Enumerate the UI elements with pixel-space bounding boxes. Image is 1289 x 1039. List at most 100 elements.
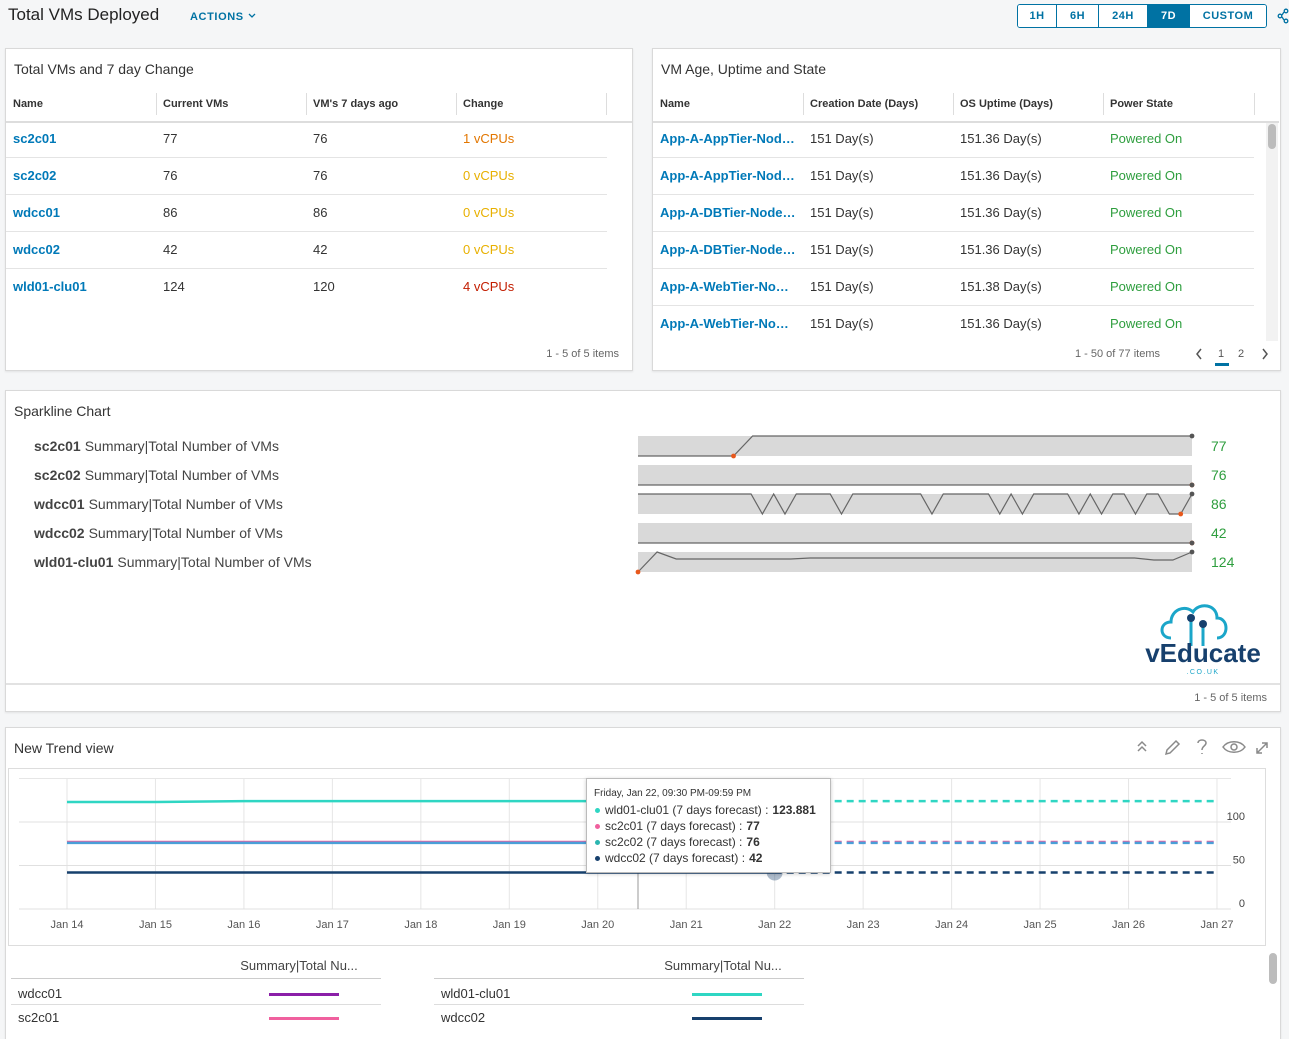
pagination-info: 1 - 5 of 5 items [1194, 692, 1267, 704]
row-border [653, 305, 1254, 306]
column-header: Creation Date (Days) [810, 98, 919, 110]
view-icon[interactable] [1222, 741, 1246, 753]
tooltip-dot [595, 808, 600, 814]
vm-link[interactable]: App-A-AppTier-Nod… [660, 131, 795, 146]
sparkline-value: 76 [1211, 467, 1227, 483]
row-border [653, 157, 1254, 158]
power-state: Powered On [1110, 279, 1183, 294]
row-border [653, 194, 1254, 195]
vm-link[interactable]: App-A-DBTier-Node… [660, 242, 796, 257]
sparkline-label: wdcc02 Summary|Total Number of VMs [34, 525, 283, 541]
y-tick-label: 0 [1239, 898, 1245, 910]
view-icon[interactable] [1230, 743, 1238, 751]
logo-cloud [1160, 604, 1228, 646]
tooltip-item: wdcc02 (7 days forecast) :42 [595, 850, 762, 866]
change: 0 vCPUs [463, 242, 515, 257]
x-tick-label: Jan 27 [1200, 919, 1233, 931]
column-header: Change [463, 98, 504, 110]
column-separator [1254, 93, 1255, 115]
change: 4 vCPUs [463, 279, 515, 294]
cluster-link[interactable]: sc2c01 [13, 131, 57, 146]
vm-link[interactable]: App-A-WebTier-No… [660, 316, 789, 331]
time-range-button[interactable]: 24H [1098, 5, 1147, 27]
page-number[interactable]: 2 [1238, 348, 1245, 360]
resource-name: wdcc02 [34, 525, 85, 541]
row-border [6, 268, 607, 269]
time-range-button[interactable]: 6H [1056, 5, 1098, 27]
sparkline-last-point [1189, 491, 1195, 497]
collapse-icon[interactable] [1137, 745, 1147, 752]
current-vms: 77 [163, 131, 178, 146]
sparkline-last-point [1189, 433, 1195, 439]
cluster-link[interactable]: sc2c02 [13, 168, 57, 183]
x-tick-label: Jan 20 [581, 919, 614, 931]
vm-link[interactable]: App-A-DBTier-Node… [660, 205, 796, 220]
cluster-link[interactable]: wdcc02 [13, 242, 60, 257]
column-header: Name [660, 98, 690, 110]
vm-link[interactable]: App-A-WebTier-No… [660, 279, 789, 294]
next-page [1262, 348, 1268, 360]
page-number[interactable]: 1 [1218, 348, 1225, 360]
logo: vEducate.CO.UK [1145, 604, 1261, 676]
x-tick-label: Jan 15 [139, 919, 172, 931]
panel-title: New Trend view [14, 740, 114, 756]
edit-icon[interactable] [1164, 739, 1181, 756]
column-header: Name [13, 98, 43, 110]
row-border [653, 231, 1254, 232]
power-state: Powered On [1110, 168, 1183, 183]
vm-link[interactable]: App-A-AppTier-Nod… [660, 168, 795, 183]
logo-name: vEducate [1145, 638, 1261, 668]
row-border [6, 157, 607, 158]
tooltip: Friday, Jan 22, 09:30 PM-09:59 PM wld01-c… [586, 778, 831, 873]
column-separator [456, 93, 457, 115]
tooltip-dot [595, 840, 600, 846]
actions-menu[interactable]: ACTIONS [190, 11, 244, 23]
sparkline-value: 86 [1211, 496, 1227, 512]
x-tick-label: Jan 26 [1112, 919, 1145, 931]
change: 1 vCPUs [463, 131, 515, 146]
column-header: Power State [1110, 98, 1173, 110]
current-vms: 76 [163, 168, 178, 183]
creation-date: 151 Day(s) [810, 168, 874, 183]
creation-date: 151 Day(s) [810, 242, 874, 257]
resource-name: wdcc01 [34, 496, 85, 512]
legend-swatch [692, 993, 762, 996]
time-range-button[interactable]: CUSTOM [1189, 5, 1266, 27]
creation-date: 151 Day(s) [810, 279, 874, 294]
sparkline-value: 124 [1211, 554, 1235, 570]
cluster-link[interactable]: wdcc01 [13, 205, 60, 220]
power-state: Powered On [1110, 131, 1183, 146]
logo-domain: .CO.UK [1186, 669, 1219, 676]
column-header: VM's 7 days ago [313, 98, 399, 110]
power-state: Powered On [1110, 205, 1183, 220]
legend-table: Summary|Total Nu... Summary|Total Nu... wd… [6, 951, 1280, 1023]
creation-date: 151 Day(s) [810, 316, 874, 331]
expand-icon[interactable] [1256, 742, 1268, 754]
column-separator [953, 93, 954, 115]
header-border [653, 121, 1279, 123]
x-tick-label: Jan 14 [50, 919, 83, 931]
tooltip-label: sc2c02 (7 days forecast) : [605, 835, 743, 849]
scrollbar-thumb[interactable] [1268, 124, 1276, 149]
tooltip-title: Friday, Jan 22, 09:30 PM-09:59 PM [594, 788, 752, 799]
resource-name: sc2c01 [34, 438, 81, 454]
column-header: OS Uptime (Days) [960, 98, 1053, 110]
tooltip-item: sc2c02 (7 days forecast) :76 [595, 834, 760, 850]
sparkline-label: wld01-clu01 Summary|Total Number of VMs [34, 554, 312, 570]
time-range-button[interactable]: 7D [1147, 5, 1189, 27]
help-icon[interactable] [1197, 739, 1207, 754]
panel-title: Total VMs and 7 day Change [14, 61, 194, 77]
sparkline [637, 551, 1193, 573]
column-separator [156, 93, 157, 115]
sparkline-panel: Sparkline Chart sc2c01 Summary|Total Numbe… [5, 390, 1281, 712]
current-vms: 42 [163, 242, 178, 257]
vm-age-panel: VM Age, Uptime and State Name Creation Dat… [652, 48, 1281, 371]
cluster-link[interactable]: wld01-clu01 [13, 279, 87, 294]
collapse-icon[interactable] [1137, 740, 1147, 747]
time-range-button[interactable]: 1H [1018, 5, 1056, 27]
sparkline-value: 77 [1211, 438, 1227, 454]
legend-name: wld01-clu01 [441, 986, 511, 1001]
sparkline-last-point [1189, 549, 1195, 555]
sparkline-label: wdcc01 Summary|Total Number of VMs [34, 496, 283, 512]
share-icon[interactable] [1277, 8, 1289, 24]
